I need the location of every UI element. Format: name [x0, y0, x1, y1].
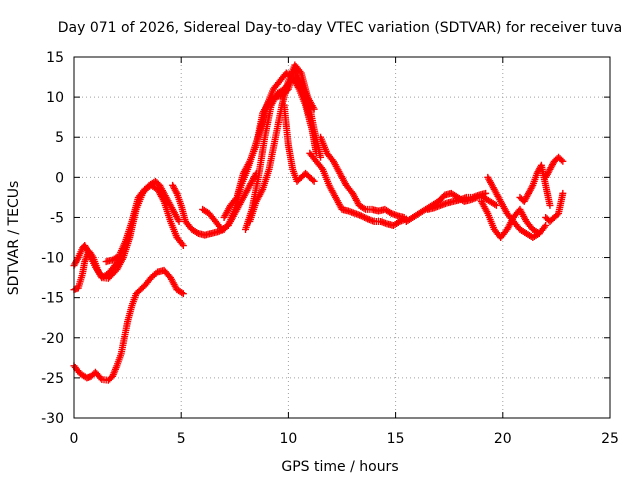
data-point: [172, 188, 180, 196]
data-point: [179, 290, 187, 298]
y-tick-label: 10: [46, 90, 64, 106]
data-point: [386, 208, 394, 216]
series-track-12: [317, 133, 408, 221]
data-point: [193, 228, 201, 236]
data-point: [362, 214, 370, 222]
y-tick-label: -5: [50, 210, 64, 226]
data-point: [175, 217, 183, 225]
series-track-10: [242, 73, 320, 233]
series-track-11: [280, 101, 318, 185]
chart-title: Day 071 of 2026, Sidereal Day-to-day VTE…: [58, 20, 622, 36]
data-point: [542, 221, 550, 229]
data-point: [559, 189, 567, 197]
x-tick-label: 20: [494, 431, 512, 447]
series-track-2: [124, 266, 187, 326]
x-tick-label: 0: [70, 431, 79, 447]
x-axis-label: GPS time / hours: [281, 459, 398, 475]
series-track-5: [102, 181, 187, 266]
series-track-20: [542, 189, 567, 225]
y-tick-label: 5: [55, 130, 64, 146]
plot-border: [73, 56, 611, 419]
data-point: [179, 242, 187, 250]
data-point: [394, 218, 402, 226]
data-point: [557, 156, 565, 164]
data-point: [360, 204, 368, 212]
series-track-17: [484, 173, 550, 241]
data-point: [359, 213, 367, 221]
data-point: [178, 240, 186, 248]
data-point: [317, 153, 325, 161]
y-tick-label: 0: [55, 170, 64, 186]
data-point: [546, 201, 554, 209]
y-tick-label: -15: [41, 291, 64, 307]
data-point: [492, 201, 500, 209]
series-track-15: [424, 189, 490, 213]
y-axis-label: SDTVAR / TECUs: [6, 181, 22, 296]
x-tick-label: 25: [601, 431, 619, 447]
data-point: [312, 141, 320, 149]
data-point: [361, 213, 369, 221]
series-track-19: [542, 153, 567, 181]
data-point: [528, 183, 536, 191]
data-point: [310, 177, 318, 185]
y-tick-label: -25: [41, 371, 64, 387]
data-point: [482, 189, 490, 197]
y-tick-label: 15: [46, 50, 64, 66]
data-point: [178, 289, 186, 297]
data-point: [357, 212, 365, 220]
x-tick-label: 5: [177, 431, 186, 447]
x-tick-label: 10: [279, 431, 297, 447]
data-point: [491, 200, 499, 208]
series-track-18: [516, 161, 554, 209]
data-point: [73, 255, 81, 263]
data-point: [232, 195, 240, 203]
y-tick-label: -30: [41, 411, 64, 427]
series-track-1: [70, 318, 132, 384]
y-tick-labels: -30 -25 -20 -15 -10 -5 0 5 10 15: [41, 50, 64, 427]
data-point: [559, 157, 567, 165]
data-point: [317, 164, 325, 172]
data-series: [70, 61, 567, 384]
y-tick-label: -20: [41, 331, 64, 347]
data-point: [540, 223, 548, 231]
y-tick-label: -10: [41, 251, 64, 267]
x-tick-labels: 0 5 10 15 20 25: [70, 431, 619, 447]
x-tick-label: 15: [387, 431, 405, 447]
data-point: [84, 248, 92, 256]
data-point: [309, 176, 317, 184]
data-point: [296, 67, 304, 75]
